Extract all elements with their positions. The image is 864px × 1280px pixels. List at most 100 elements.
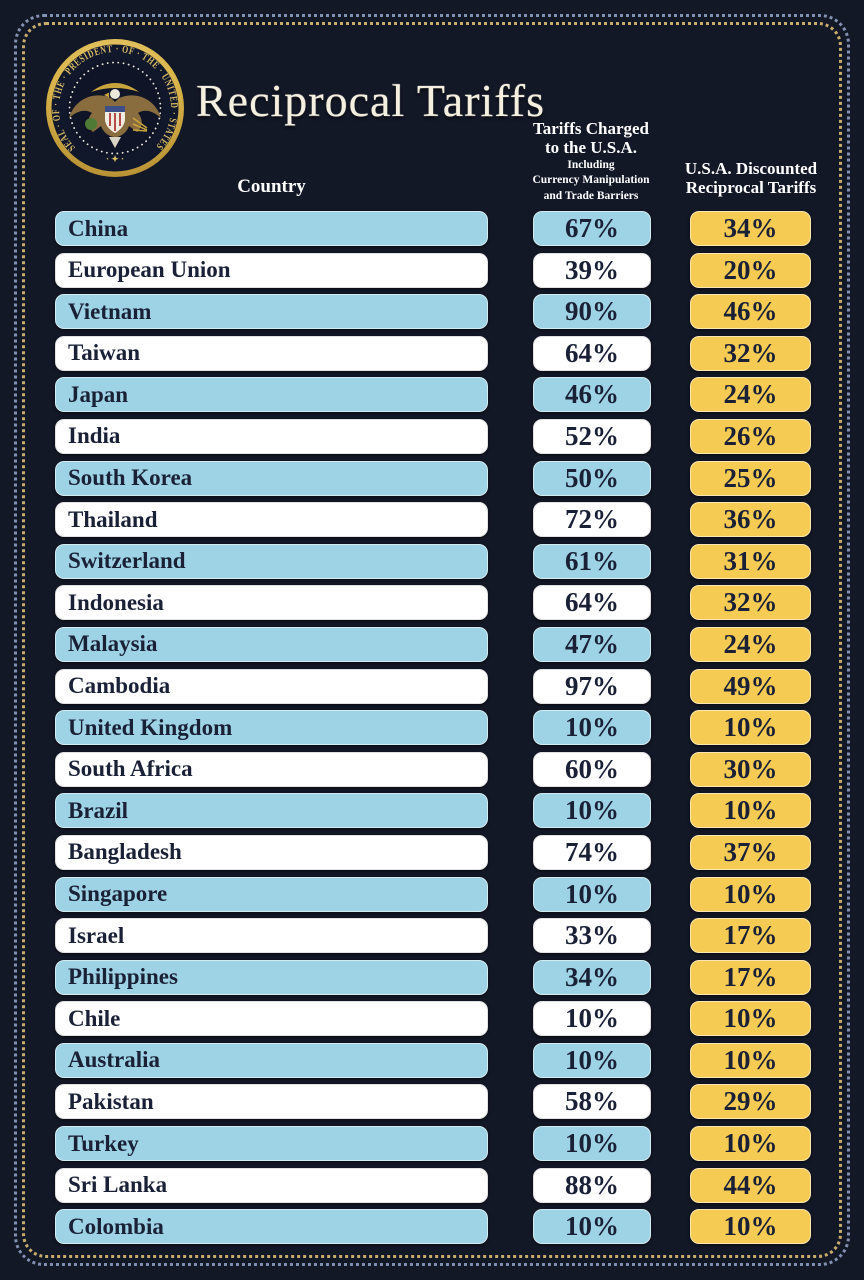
charged-tariff-cell: 34% bbox=[533, 959, 651, 995]
charged-tariff-cell: 10% bbox=[533, 1001, 651, 1037]
discounted-tariff-cell: 37% bbox=[690, 834, 811, 870]
charged-tariff-cell: 10% bbox=[533, 1126, 651, 1162]
table-row: South Korea 50% 25% bbox=[55, 460, 811, 496]
table-row: Philippines 34% 17% bbox=[55, 959, 811, 995]
discounted-header-line2: Reciprocal Tariffs bbox=[685, 178, 817, 198]
table-row: Israel 33% 17% bbox=[55, 918, 811, 954]
country-cell: Cambodia bbox=[55, 668, 488, 704]
charged-tariff-cell: 46% bbox=[533, 377, 651, 413]
discounted-tariff-cell: 10% bbox=[690, 876, 811, 912]
charged-tariff-cell: 74% bbox=[533, 834, 651, 870]
table-row: Indonesia 64% 32% bbox=[55, 585, 811, 621]
country-cell: Israel bbox=[55, 918, 488, 954]
charged-header-line1: Tariffs Charged bbox=[532, 119, 649, 138]
table-row: Thailand 72% 36% bbox=[55, 502, 811, 538]
page-title: Reciprocal Tariffs bbox=[196, 75, 546, 126]
tariff-table: China 67% 34% European Union 39% 20% Vie… bbox=[55, 211, 811, 1251]
seal-band-bottom-mark: · ✦ · bbox=[106, 154, 124, 164]
discounted-tariff-cell: 26% bbox=[690, 418, 811, 454]
charged-header-line2: to the U.S.A. bbox=[544, 138, 638, 158]
table-row: Sri Lanka 88% 44% bbox=[55, 1167, 811, 1203]
charged-tariff-cell: 47% bbox=[533, 626, 651, 662]
country-cell: Brazil bbox=[55, 793, 488, 829]
charged-tariff-cell: 58% bbox=[533, 1084, 651, 1120]
country-cell: Australia bbox=[55, 1042, 488, 1078]
discounted-tariff-cell: 17% bbox=[690, 918, 811, 954]
discounted-tariff-cell: 30% bbox=[690, 751, 811, 787]
country-cell: Colombia bbox=[55, 1209, 488, 1245]
country-cell: China bbox=[55, 211, 488, 246]
charged-header-sub3: and Trade Barriers bbox=[543, 189, 639, 202]
charged-tariff-cell: 10% bbox=[533, 1042, 651, 1078]
charged-tariff-cell: 64% bbox=[533, 335, 651, 371]
table-row: Colombia 10% 10% bbox=[55, 1209, 811, 1245]
country-cell: Bangladesh bbox=[55, 834, 488, 870]
discounted-header-line1: U.S.A. Discounted bbox=[684, 159, 818, 178]
column-header-country: Country bbox=[237, 176, 306, 197]
discounted-tariff-cell: 29% bbox=[690, 1084, 811, 1120]
charged-tariff-cell: 33% bbox=[533, 918, 651, 954]
charged-header-sub1: Including bbox=[567, 159, 615, 172]
table-row: China 67% 34% bbox=[55, 211, 811, 246]
discounted-tariff-cell: 10% bbox=[690, 710, 811, 746]
country-cell: Indonesia bbox=[55, 585, 488, 621]
charged-tariff-cell: 67% bbox=[533, 211, 651, 246]
discounted-tariff-cell: 10% bbox=[690, 1126, 811, 1162]
discounted-tariff-cell: 24% bbox=[690, 626, 811, 662]
table-row: Japan 46% 24% bbox=[55, 377, 811, 413]
discounted-tariff-cell: 49% bbox=[690, 668, 811, 704]
table-row: Singapore 10% 10% bbox=[55, 876, 811, 912]
charged-tariff-cell: 61% bbox=[533, 543, 651, 579]
table-row: Chile 10% 10% bbox=[55, 1001, 811, 1037]
charged-tariff-cell: 97% bbox=[533, 668, 651, 704]
discounted-tariff-cell: 25% bbox=[690, 460, 811, 496]
table-row: Pakistan 58% 29% bbox=[55, 1084, 811, 1120]
table-row: European Union 39% 20% bbox=[55, 252, 811, 288]
country-cell: Sri Lanka bbox=[55, 1167, 488, 1203]
discounted-tariff-cell: 36% bbox=[690, 502, 811, 538]
column-header-usa-discounted: U.S.A. Discounted Reciprocal Tariffs bbox=[651, 159, 851, 197]
table-row: Malaysia 47% 24% bbox=[55, 626, 811, 662]
country-cell: Thailand bbox=[55, 502, 488, 538]
country-cell: Singapore bbox=[55, 876, 488, 912]
country-cell: European Union bbox=[55, 252, 488, 288]
country-cell: Chile bbox=[55, 1001, 488, 1037]
discounted-tariff-cell: 46% bbox=[690, 294, 811, 330]
column-header-tariffs-charged: Tariffs Charged to the U.S.A. Including … bbox=[491, 119, 691, 203]
discounted-tariff-cell: 32% bbox=[690, 585, 811, 621]
table-row: Bangladesh 74% 37% bbox=[55, 834, 811, 870]
table-row: Brazil 10% 10% bbox=[55, 793, 811, 829]
country-cell: South Korea bbox=[55, 460, 488, 496]
table-row: Taiwan 64% 32% bbox=[55, 335, 811, 371]
charged-tariff-cell: 39% bbox=[533, 252, 651, 288]
country-cell: India bbox=[55, 418, 488, 454]
country-cell: Malaysia bbox=[55, 626, 488, 662]
table-row: India 52% 26% bbox=[55, 418, 811, 454]
discounted-tariff-cell: 17% bbox=[690, 959, 811, 995]
charged-tariff-cell: 72% bbox=[533, 502, 651, 538]
charged-tariff-cell: 10% bbox=[533, 710, 651, 746]
table-row: United Kingdom 10% 10% bbox=[55, 710, 811, 746]
country-cell: Pakistan bbox=[55, 1084, 488, 1120]
discounted-tariff-cell: 24% bbox=[690, 377, 811, 413]
charged-tariff-cell: 64% bbox=[533, 585, 651, 621]
discounted-tariff-cell: 10% bbox=[690, 1001, 811, 1037]
discounted-tariff-cell: 10% bbox=[690, 1042, 811, 1078]
charged-tariff-cell: 52% bbox=[533, 418, 651, 454]
charged-tariff-cell: 88% bbox=[533, 1167, 651, 1203]
table-row: Cambodia 97% 49% bbox=[55, 668, 811, 704]
discounted-tariff-cell: 10% bbox=[690, 793, 811, 829]
table-row: Australia 10% 10% bbox=[55, 1042, 811, 1078]
charged-tariff-cell: 60% bbox=[533, 751, 651, 787]
country-cell: Japan bbox=[55, 377, 488, 413]
discounted-tariff-cell: 20% bbox=[690, 252, 811, 288]
charged-tariff-cell: 10% bbox=[533, 793, 651, 829]
charged-tariff-cell: 90% bbox=[533, 294, 651, 330]
country-cell: Philippines bbox=[55, 959, 488, 995]
country-cell: Switzerland bbox=[55, 543, 488, 579]
charged-header-sub2: Currency Manipulation bbox=[532, 174, 650, 187]
table-row: Switzerland 61% 31% bbox=[55, 543, 811, 579]
presidential-seal-icon: SEAL · OF · THE · PRESIDENT · OF · THE ·… bbox=[46, 39, 184, 177]
country-cell: Vietnam bbox=[55, 294, 488, 330]
